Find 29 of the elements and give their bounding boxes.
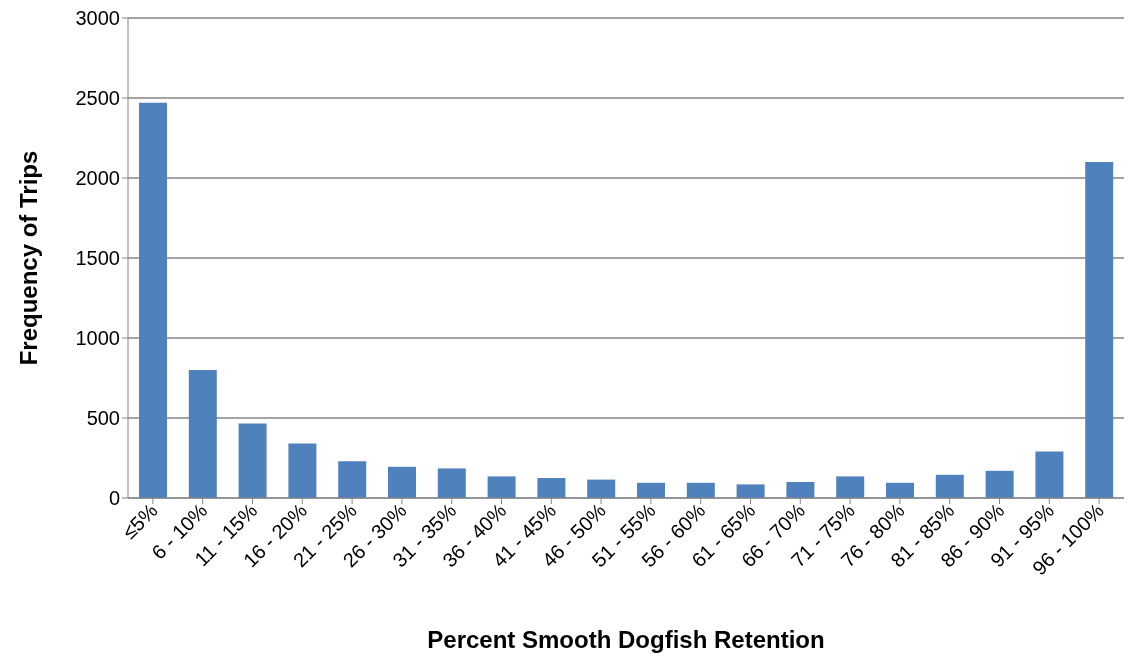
bar (437, 468, 466, 498)
bar (1085, 162, 1114, 498)
bar (587, 479, 616, 498)
bar (537, 478, 566, 498)
bar (288, 443, 317, 498)
bar (338, 461, 367, 498)
y-tick-label: 3000 (75, 7, 120, 30)
bar (1035, 451, 1064, 498)
bar (637, 482, 665, 498)
bar (985, 470, 1014, 498)
y-tick-label: 1500 (75, 247, 120, 270)
bar (487, 476, 516, 498)
y-tick-label: 2000 (75, 167, 120, 190)
y-tick-label: 2500 (75, 87, 120, 110)
y-tick-label: 0 (108, 487, 120, 510)
bar (836, 476, 865, 498)
bar (388, 466, 416, 498)
bar (786, 482, 815, 498)
bar (686, 482, 715, 498)
bar (139, 102, 167, 498)
x-axis-title: Percent Smooth Dogfish Retention (427, 626, 825, 653)
bar (238, 423, 267, 498)
y-tick-label: 1000 (75, 327, 120, 350)
bar (886, 482, 914, 498)
bar (188, 370, 217, 498)
bar (935, 474, 964, 498)
y-tick-label: 500 (86, 407, 120, 430)
bar (736, 484, 765, 498)
y-axis-title: Frequency of Trips (14, 150, 42, 366)
